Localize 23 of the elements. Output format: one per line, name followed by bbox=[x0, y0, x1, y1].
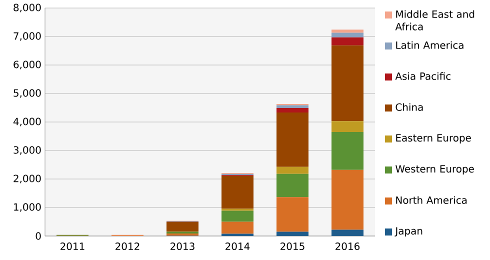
y-tick-label: 4,000 bbox=[13, 118, 41, 126]
y-tick-label: 7,000 bbox=[14, 32, 41, 41]
x-tick-label: 2013 bbox=[170, 242, 194, 250]
y-tick-label: 2,000 bbox=[14, 174, 41, 184]
x-tick-label: 2016 bbox=[336, 242, 360, 250]
legend-label: Western Europe bbox=[396, 165, 474, 175]
y-tick-label: 3,000 bbox=[14, 146, 41, 155]
legend-label: Japan bbox=[394, 227, 422, 237]
y-tick-label: 5,000 bbox=[14, 89, 41, 98]
legend-label: China bbox=[396, 103, 423, 111]
x-tick-label: 2015 bbox=[280, 242, 304, 250]
x-tick-label: 2011 bbox=[60, 242, 84, 250]
legend-label: North America bbox=[396, 196, 467, 204]
y-tick-label: 8,000 bbox=[14, 4, 41, 12]
legend-label: Middle East and Africa bbox=[395, 10, 474, 30]
y-tick-label: 1,000 bbox=[14, 203, 41, 212]
y-tick-label: 6,000 bbox=[14, 60, 41, 70]
y-tick-label: 0 bbox=[36, 232, 41, 240]
legend-label: Eastern Europe bbox=[396, 134, 471, 144]
x-tick-label: 2014 bbox=[226, 242, 250, 250]
legend-label: Asia Pacific bbox=[395, 72, 450, 80]
legend-label: Latin America bbox=[396, 41, 464, 49]
x-tick-label: 2012 bbox=[116, 242, 140, 250]
